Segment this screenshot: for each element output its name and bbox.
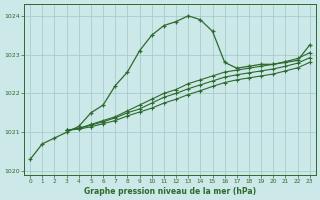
- X-axis label: Graphe pression niveau de la mer (hPa): Graphe pression niveau de la mer (hPa): [84, 187, 256, 196]
